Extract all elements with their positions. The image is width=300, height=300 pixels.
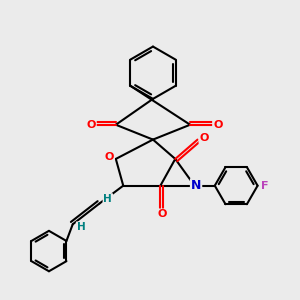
Text: O: O	[200, 133, 209, 143]
Text: H: H	[103, 194, 112, 204]
Text: F: F	[261, 181, 269, 191]
Text: O: O	[213, 120, 223, 130]
Text: N: N	[191, 179, 201, 192]
Text: O: O	[157, 209, 167, 220]
Text: H: H	[77, 222, 85, 232]
Text: O: O	[86, 120, 96, 130]
Text: O: O	[105, 152, 114, 162]
